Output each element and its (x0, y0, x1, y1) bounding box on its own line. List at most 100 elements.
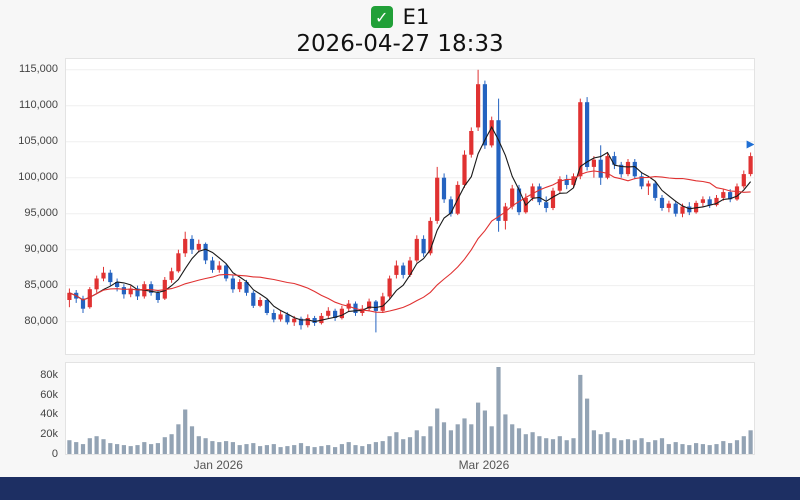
y-axis-label: 95,000 (24, 206, 58, 219)
volume-bar (653, 440, 658, 454)
volume-bar (237, 445, 242, 454)
volume-bar (251, 443, 256, 454)
candle-body (666, 203, 671, 208)
volume-bar (619, 440, 624, 454)
volume-bar (353, 445, 358, 454)
y-axis-label: 110,000 (19, 98, 58, 111)
volume-bar (564, 440, 569, 454)
volume-bar (169, 434, 174, 454)
volume-bar (203, 438, 208, 454)
volume-chart-svg (67, 367, 753, 454)
candle-body (285, 314, 290, 323)
volume-bar (707, 445, 712, 454)
candle-body (115, 282, 120, 287)
candle-body (591, 159, 596, 167)
candle-body (421, 238, 426, 254)
candle-body (244, 282, 249, 293)
candle-body (537, 186, 542, 203)
volume-bar (571, 438, 576, 454)
volume-bar (550, 439, 556, 454)
volume-bar (115, 444, 120, 454)
volume-bar (605, 432, 610, 454)
candle-body (441, 177, 447, 200)
candle-body (87, 289, 92, 308)
volume-bar (441, 422, 447, 454)
candle-body (625, 161, 631, 175)
timestamp-subtitle: 2026-04-27 18:33 (296, 31, 504, 57)
volume-bar (523, 434, 528, 454)
candle-body (230, 278, 235, 290)
candle-body (380, 296, 385, 311)
volume-bar (639, 438, 644, 454)
candle-body (312, 318, 317, 323)
volume-bar (244, 444, 249, 454)
volume-bar (694, 443, 699, 454)
candle-body (210, 260, 215, 270)
volume-bar (578, 374, 583, 454)
candle-body (101, 272, 106, 279)
volume-bar (94, 436, 99, 454)
volume-bar (339, 444, 344, 454)
candle-body (585, 102, 590, 167)
candle-body (67, 292, 72, 300)
volume-bar (271, 444, 276, 454)
candle-body (700, 199, 705, 203)
volume-bar (687, 445, 692, 454)
volume-bar (530, 432, 535, 454)
volume-bar (155, 443, 160, 454)
volume-bar (625, 439, 631, 454)
candle-body (135, 288, 140, 297)
candle-body (598, 159, 603, 178)
candle-body (217, 265, 222, 270)
candle-body (292, 318, 297, 323)
candle-body (258, 300, 263, 306)
candle-body (687, 206, 692, 213)
candle-body (659, 197, 665, 208)
volume-bar (326, 445, 331, 454)
volume-bar (448, 430, 453, 454)
volume-bar (380, 441, 385, 454)
volume-axis-label: 60k (40, 388, 58, 401)
volume-bar (142, 442, 147, 454)
volume-bar (510, 424, 515, 454)
candle-body (516, 188, 522, 213)
candle-body (183, 238, 188, 254)
candle-body (271, 313, 276, 320)
volume-bar (367, 444, 372, 454)
volume-bar (373, 442, 378, 454)
candle-body (496, 120, 501, 221)
volume-bar (741, 436, 746, 454)
volume-chart[interactable] (65, 362, 755, 455)
y-axis-label: 105,000 (18, 134, 58, 147)
volume-bar (612, 438, 617, 454)
candle-body (305, 318, 310, 326)
volume-bar (360, 446, 365, 454)
ma-short-line (69, 125, 752, 323)
candle-body (367, 301, 372, 309)
volume-bar (319, 446, 324, 454)
candle-body (264, 300, 269, 313)
volume-bar (435, 408, 440, 454)
symbol-title: E1 (402, 5, 430, 29)
candle-body (612, 156, 617, 165)
volume-bar (516, 428, 522, 454)
candle-body (189, 238, 195, 250)
candle-body (639, 176, 644, 187)
volume-bar (673, 442, 678, 454)
volume-bar (292, 445, 297, 454)
volume-bar (128, 446, 133, 454)
chart-title-row: ✓ E1 (0, 5, 800, 29)
volume-bar (585, 398, 590, 454)
volume-bar (149, 444, 154, 454)
x-axis-label: Mar 2026 (458, 458, 510, 472)
candle-body (407, 260, 413, 275)
volume-bar (728, 443, 733, 454)
volume-bar (312, 447, 317, 454)
y-axis-label: 115,000 (19, 62, 58, 75)
candle-body (196, 243, 201, 250)
volume-bar (646, 442, 651, 454)
checked-checkbox-icon[interactable]: ✓ (370, 6, 393, 28)
candle-body (550, 190, 556, 208)
price-chart[interactable] (65, 58, 755, 355)
